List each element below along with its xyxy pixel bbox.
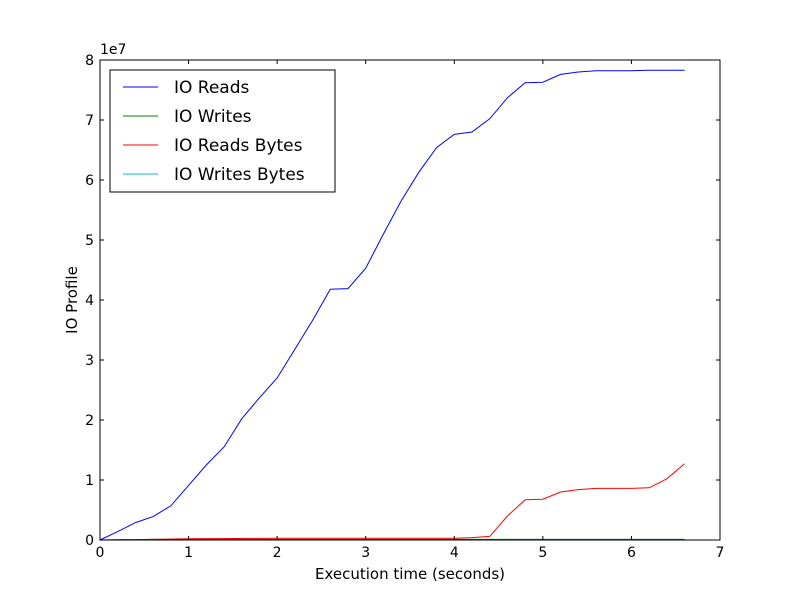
legend-label-0: IO Reads	[174, 78, 250, 98]
x-tick-label: 2	[273, 545, 282, 561]
x-tick-label: 1	[184, 545, 193, 561]
y-tick-label: 6	[85, 173, 94, 189]
y-tick-label: 4	[85, 293, 94, 309]
x-tick-label: 3	[361, 545, 370, 561]
legend-box	[109, 69, 336, 193]
x-axis-label: Execution time (seconds)	[315, 565, 505, 583]
x-tick-label: 6	[627, 545, 636, 561]
series-line-0	[99, 69, 685, 541]
y-tick-label: 8	[85, 53, 94, 69]
x-tick-label: 5	[538, 545, 547, 561]
y-tick-label: 1	[85, 473, 94, 489]
y-axis-label: IO Profile	[63, 266, 81, 334]
tick-labels: 0 1 2 3 4 5 6 7 0 1 2 3 4 5 6 7 8	[85, 53, 724, 561]
x-tick-label: 4	[450, 545, 459, 561]
y-tick-label: 5	[85, 233, 94, 249]
y-tick-label: 2	[85, 413, 94, 429]
y-tick-label: 7	[85, 113, 94, 129]
y-offset-label: 1e7	[100, 42, 126, 58]
legend-label-3: IO Writes Bytes	[174, 165, 305, 185]
x-tick-label: 0	[96, 545, 105, 561]
x-tick-label: 7	[716, 545, 725, 561]
legend-label-1: IO Writes	[174, 107, 252, 127]
plot-area-frame	[99, 59, 721, 541]
legend: IO Reads IO Writes IO Reads Bytes IO Writes…	[109, 69, 336, 193]
legend-label-2: IO Reads Bytes	[174, 136, 303, 156]
y-tick-label: 3	[85, 353, 94, 369]
y-tick-label: 0	[85, 533, 94, 549]
